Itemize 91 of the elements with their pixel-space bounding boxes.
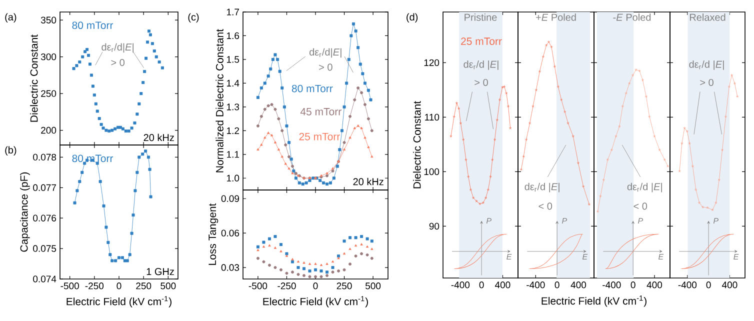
annotation: P xyxy=(486,218,492,224)
annotation: dε$_{r}$/d |E| xyxy=(464,60,498,70)
x-tick-label: 500 xyxy=(366,282,381,290)
y-tick-label: 0.074 xyxy=(33,276,56,282)
y-axis-title: Dielectric Constant xyxy=(30,34,38,122)
y-tick-label: 0.03 xyxy=(221,264,240,271)
annotation: > 0 xyxy=(111,59,125,66)
text: (a) xyxy=(5,13,16,23)
annotation: P xyxy=(638,218,644,224)
x-tick-label: 500 xyxy=(160,282,176,290)
annotation: E xyxy=(658,254,664,260)
y-tick-label: 1.5 xyxy=(226,56,240,63)
x-tick-label: 0 xyxy=(554,282,560,288)
annotation: dε$_{r}$/d|E| xyxy=(310,48,342,58)
annotation: > 0 xyxy=(319,64,332,71)
y-tick-label: 0.09 xyxy=(221,195,240,202)
annotation: P xyxy=(562,218,568,224)
series-label: 25 mTorr xyxy=(299,132,340,140)
y-axis-title: Capacitance (pF) xyxy=(20,172,30,252)
chart-title: -E Poled xyxy=(613,14,651,21)
y-tick-label: 1.4 xyxy=(226,80,240,86)
x-tick-label: -500 xyxy=(60,282,79,290)
y-axis-title: Normalized Dielectric Constant xyxy=(216,29,224,172)
y-tick-label: 1.0 xyxy=(226,174,240,182)
x-tick-label: -250 xyxy=(85,282,104,290)
annotation: 1 GHz xyxy=(146,268,174,276)
y-tick-label: 1.7 xyxy=(226,8,239,16)
annotation: > 0 xyxy=(474,78,488,86)
x-tick-label: 0 xyxy=(479,282,484,288)
annotation: E xyxy=(506,254,512,260)
y-tick-label: 1.2 xyxy=(226,127,239,134)
x-axis-title: Electric Field (kV cm$^{-1}$) xyxy=(263,296,368,308)
annotation: > 0 xyxy=(700,78,714,86)
annotation: P xyxy=(713,218,718,224)
x-tick-label: -400 xyxy=(602,282,621,288)
x-axis-title: Electric Field (kV cm$^{-1}$) xyxy=(542,296,646,307)
annotation: dε$_{r}$/d |E| xyxy=(689,60,724,70)
y-tick-label: 0.06 xyxy=(221,230,240,236)
y-tick-label: 0.077 xyxy=(33,184,56,192)
x-tick-label: 400 xyxy=(646,282,662,288)
y-tick-label: 110 xyxy=(425,114,440,121)
y-tick-label: 0.076 xyxy=(33,214,56,222)
text: (c) xyxy=(188,13,199,23)
text: 80 mTorr xyxy=(72,22,114,30)
x-tick-label: 250 xyxy=(336,282,352,290)
x-tick-label: 0 xyxy=(313,282,318,290)
y-tick-label: 350 xyxy=(40,16,56,24)
annotation: < 0 xyxy=(634,202,648,210)
annotation: 20 kHz xyxy=(353,178,384,186)
x-tick-label: -400 xyxy=(451,282,470,288)
text: 25 mTorr xyxy=(461,38,502,45)
annotation: 20 kHz xyxy=(144,134,174,142)
series-label: 80 mTorr xyxy=(72,154,114,162)
annotation: dε$_{r}$/d|E| xyxy=(102,43,134,53)
annotation: < 0 xyxy=(538,202,552,210)
y-tick-label: 90 xyxy=(429,222,440,230)
series-label: 80 mTorr xyxy=(292,84,333,92)
y-tick-label: 120 xyxy=(424,59,440,66)
chart-title: +E Poled xyxy=(536,14,576,21)
series-label: 45 mTorr xyxy=(300,108,342,116)
x-tick-label: 400 xyxy=(570,282,586,288)
x-tick-label: 250 xyxy=(136,282,152,290)
x-tick-label: 0 xyxy=(116,282,122,290)
chart-title: Relaxed xyxy=(690,14,726,21)
x-tick-label: 0 xyxy=(706,282,711,288)
annotation: E xyxy=(582,254,588,260)
text: (d) xyxy=(406,13,418,23)
annotation: E xyxy=(734,254,739,260)
annotation: dε$_{r}$/d |E| xyxy=(524,182,560,192)
chart-title: Pristine xyxy=(464,14,497,21)
x-tick-label: -400 xyxy=(526,282,545,288)
y-tick-label: 1.1 xyxy=(226,151,239,158)
y-tick-label: 100 xyxy=(424,168,440,176)
text: (b) xyxy=(5,146,16,156)
y-tick-label: 1.3 xyxy=(226,104,240,110)
y-tick-label: 1.6 xyxy=(226,32,240,40)
x-tick-label: 400 xyxy=(494,282,510,288)
x-tick-label: -500 xyxy=(248,282,268,290)
y-tick-label: 0.078 xyxy=(33,154,56,161)
annotation: dε$_{r}$/d |E| xyxy=(627,182,662,192)
x-tick-label: 0 xyxy=(630,282,636,288)
x-tick-label: -400 xyxy=(678,282,697,288)
y-tick-label: 250 xyxy=(41,90,56,97)
x-tick-label: -250 xyxy=(278,282,296,290)
y-tick-label: 300 xyxy=(40,53,56,60)
x-tick-label: 400 xyxy=(722,282,738,288)
y-tick-label: 0.075 xyxy=(33,245,56,252)
x-axis-title: Electric Field (kV cm$^{-1}$) xyxy=(66,296,172,308)
y-axis-title: Loss Tangent xyxy=(208,203,218,265)
y-axis-title: Dielectric Constant xyxy=(413,101,421,188)
y-tick-label: 200 xyxy=(41,126,56,134)
